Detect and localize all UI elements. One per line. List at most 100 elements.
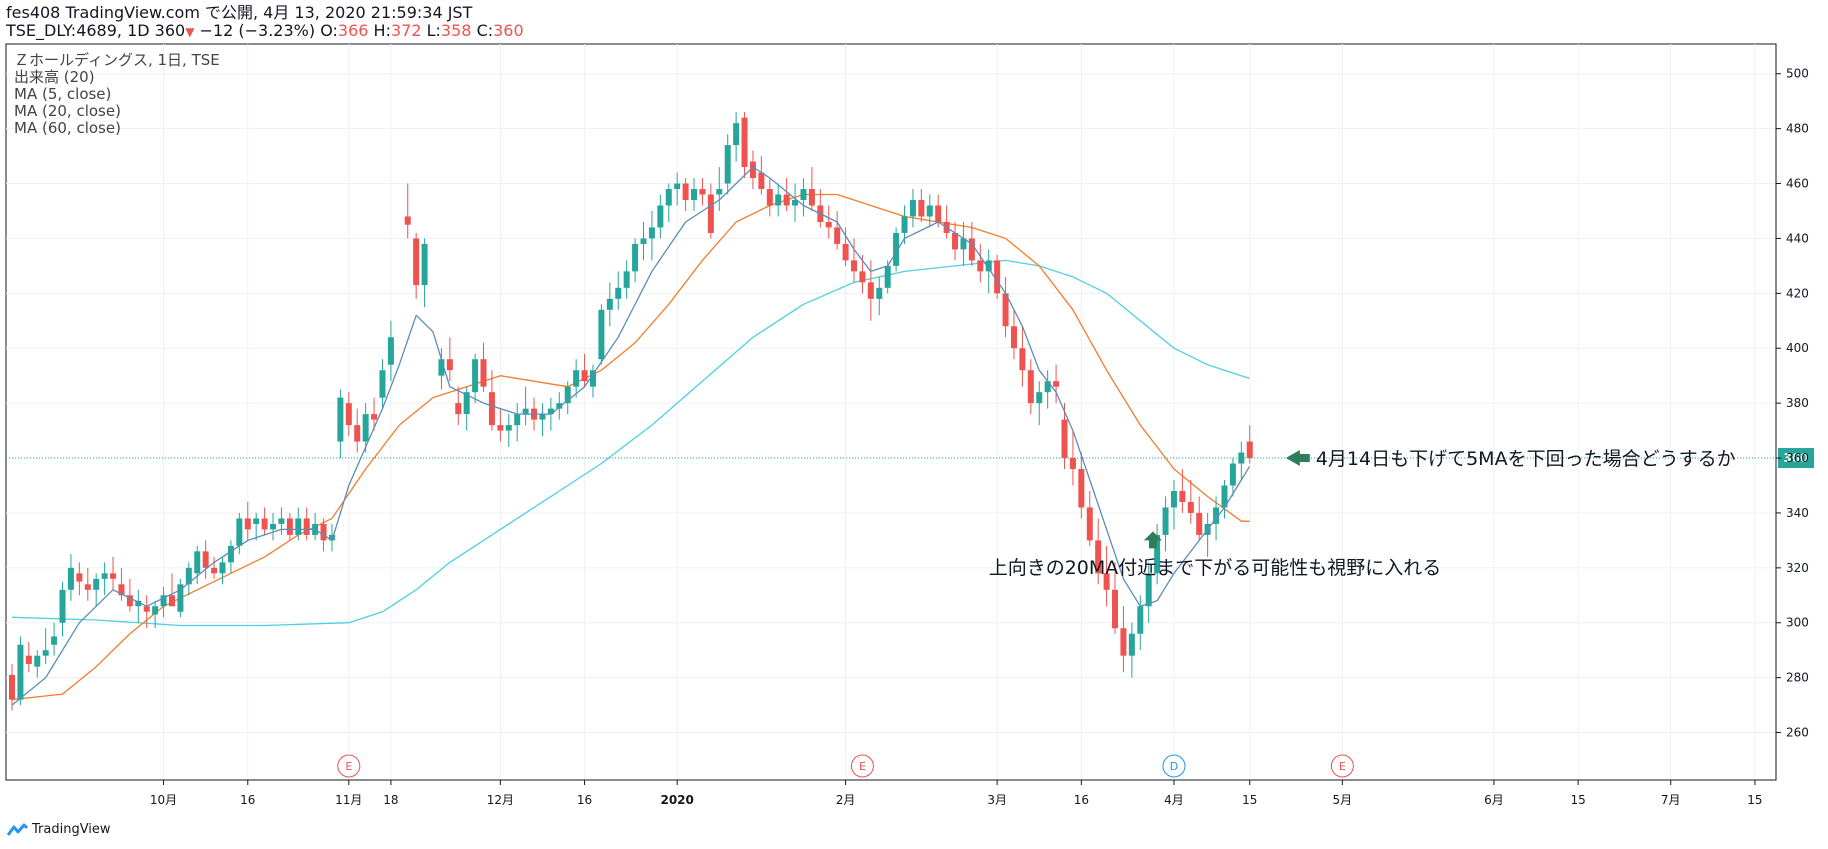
last-price-badge (1778, 448, 1814, 469)
candle-up (177, 578, 184, 618)
candle-body (741, 117, 748, 168)
candle-body (1019, 348, 1026, 371)
candle-down (1010, 309, 1017, 360)
legend-ma20[interactable]: MA (20, close) (14, 102, 121, 120)
candle-up (328, 523, 335, 552)
candle-body (1145, 573, 1152, 607)
low-value: 358 (440, 21, 472, 40)
candle-body (749, 161, 756, 179)
candle-body (851, 260, 857, 272)
candle-body (25, 655, 32, 664)
candle-down (977, 243, 984, 283)
candle-body (766, 189, 773, 206)
candle-down (143, 595, 150, 629)
price-axis[interactable]: 260 280 300 320 340 360 380 400 420 440 460 480 500 (1776, 67, 1809, 740)
candle-body (354, 425, 361, 442)
candle-body (328, 534, 335, 541)
candle-up (632, 238, 639, 283)
candle-down (488, 370, 495, 431)
candle-down (741, 112, 748, 179)
time-tick-label: 16 (1074, 793, 1089, 807)
time-tick-label: 2020 (660, 793, 693, 807)
price-tick-label: 440 (1786, 231, 1809, 245)
candle-down (1061, 403, 1068, 470)
ma20-line (11, 193, 1250, 701)
candle-body (295, 518, 302, 535)
candle-up (362, 403, 369, 453)
candle-body (1213, 507, 1220, 524)
candle-body (825, 221, 832, 228)
candle-body (691, 189, 698, 200)
candle-up (691, 178, 698, 211)
legend-volume[interactable]: 出来高 (20) (14, 68, 95, 86)
high-value: 372 (390, 21, 422, 40)
candle-up (1238, 441, 1245, 480)
candle-body (1238, 452, 1245, 464)
candle-up (101, 562, 108, 596)
candle-down (413, 232, 420, 299)
candle-body (901, 216, 908, 233)
ma20-path (11, 193, 1250, 701)
candle-down (1019, 326, 1026, 387)
legend-title[interactable]: Ｚホールディングス, 1日, TSE (14, 51, 220, 69)
price-tick-label: 400 (1786, 341, 1809, 355)
candle-body (286, 518, 293, 535)
candle-down (808, 167, 815, 211)
candle-up (1170, 480, 1177, 530)
candle-body (674, 183, 681, 190)
candle-body (446, 359, 453, 371)
candle-down (480, 342, 487, 393)
candle-up (1036, 381, 1043, 426)
candle-up (34, 650, 41, 678)
event-marker[interactable]: D (1162, 754, 1186, 778)
candle-up (93, 573, 100, 607)
annotation-text: 4月14日も下げて5MAを下回った場合どうするか (1316, 448, 1736, 470)
event-marker[interactable]: E (850, 754, 874, 778)
candle-up (623, 260, 630, 299)
candle-body (168, 595, 175, 607)
candle-body (665, 189, 672, 206)
candle-down (286, 512, 293, 541)
candle-down (1187, 480, 1194, 524)
candle-up (640, 221, 647, 261)
candle-body (497, 425, 504, 431)
price-tick-label: 380 (1786, 396, 1809, 410)
candle-up (985, 249, 992, 294)
footer-brand[interactable]: TradingView (6, 822, 111, 837)
candle-up (67, 554, 74, 601)
candle-body (564, 386, 571, 404)
candle-body (1196, 512, 1203, 535)
event-marker[interactable]: E (1330, 754, 1354, 778)
candle-up (253, 512, 260, 541)
candle-body (598, 309, 605, 360)
candle-body (1002, 293, 1009, 327)
price-tick-label: 500 (1786, 67, 1809, 81)
legend-ma60[interactable]: MA (60, close) (14, 119, 121, 137)
candle-body (632, 243, 639, 272)
candle-down (1078, 452, 1085, 519)
candle-up (926, 194, 933, 228)
candle-body (244, 518, 251, 530)
candle-body (581, 370, 588, 382)
ma5-line (11, 166, 1251, 706)
candle-up (775, 183, 782, 217)
candle-down (1069, 430, 1076, 486)
candle-body (1044, 381, 1051, 393)
time-axis[interactable]: 10月 16 11月 18 12月 16 2020 2月 3月 16 4月 15 5月 6月 15 7月 15 (150, 780, 1763, 807)
candle-down (76, 562, 83, 596)
legend-ma5[interactable]: MA (5, close) (14, 85, 112, 103)
candle-body (59, 589, 66, 623)
candle-body (724, 145, 731, 184)
candle-up (387, 320, 394, 382)
time-tick-label: 11月 (335, 793, 362, 807)
candle-body (177, 584, 184, 612)
candle-body (202, 551, 209, 568)
candle-body (227, 545, 234, 563)
event-marker[interactable]: E (337, 754, 361, 778)
candle-up (606, 282, 613, 327)
candle-body (859, 271, 866, 283)
time-tick-label: 15 (1570, 793, 1585, 807)
candle-body (926, 205, 933, 217)
candle-body (657, 205, 664, 228)
